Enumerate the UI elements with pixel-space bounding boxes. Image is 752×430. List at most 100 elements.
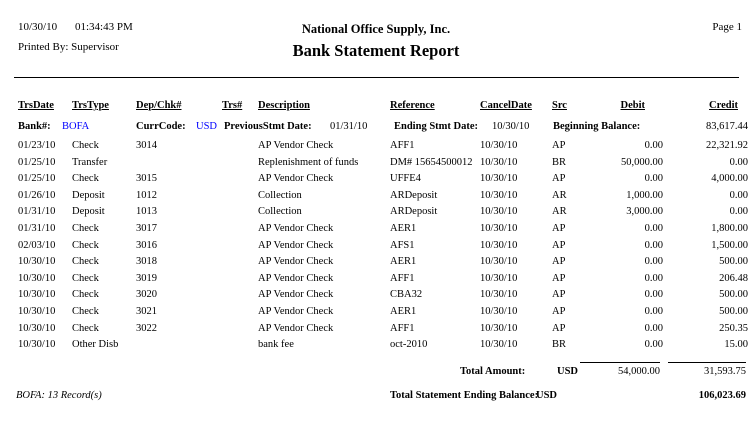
- cell-src: AR: [552, 206, 567, 218]
- cell-cancel: 10/30/10: [480, 289, 518, 301]
- cell-credit: 206.48: [719, 272, 748, 284]
- cell-credit: 0.00: [729, 156, 748, 168]
- cell-src: AP: [552, 140, 566, 151]
- previous-stmt-date-value: 01/31/10: [330, 121, 368, 132]
- table-body: 01/23/10 Check 3014 AP Vendor Check AFF1 10/3…: [0, 139, 752, 355]
- column-header-cancel: CancelDate: [480, 100, 532, 111]
- cell-trs: [222, 189, 258, 206]
- cell-trstype: Check: [72, 173, 99, 185]
- cell-ref: UFFE4: [390, 173, 421, 185]
- cell-trs: [222, 205, 258, 222]
- cell-debit: 0.00: [644, 272, 663, 284]
- cell-cancel: 10/30/10: [480, 305, 518, 317]
- cell-trsdate: 01/25/10: [18, 173, 56, 185]
- page-number: Page 1: [712, 21, 742, 33]
- ending-balance-label: Total Statement Ending Balance:: [390, 390, 539, 401]
- cell-ref: DM# 15654500012: [390, 156, 473, 168]
- cell-depchk: [136, 338, 222, 355]
- cell-cancel: 10/30/10: [480, 206, 518, 218]
- cell-debit: 0.00: [644, 305, 663, 317]
- cell-depchk: 3017: [136, 222, 157, 234]
- cell-credit: 1,800.00: [711, 222, 748, 234]
- beginning-balance-value: 83,617.44: [706, 121, 748, 132]
- table-row: 10/30/10 Check 3021 AP Vendor Check AER1 10/3…: [0, 305, 752, 322]
- column-header-trstype: TrsType: [72, 100, 109, 111]
- cell-depchk: [136, 156, 222, 173]
- column-header-ref: Reference: [390, 100, 435, 111]
- column-header-trsdate: TrsDate: [18, 100, 54, 111]
- cell-trsdate: 10/30/10: [18, 339, 56, 351]
- cell-cancel: 10/30/10: [480, 339, 518, 351]
- cell-credit: 1,500.00: [711, 239, 748, 251]
- cell-cancel: 10/30/10: [480, 222, 518, 234]
- cell-trsdate: 10/30/10: [18, 272, 56, 284]
- total-credit-value: 31,593.75: [704, 366, 746, 377]
- cell-debit: 0.00: [644, 289, 663, 301]
- cell-trsdate: 10/30/10: [18, 305, 56, 317]
- cell-cancel: 10/30/10: [480, 140, 518, 151]
- cell-trsdate: 01/26/10: [18, 189, 56, 201]
- cell-trsdate: 01/25/10: [18, 156, 56, 168]
- cell-depchk: 3021: [136, 305, 157, 317]
- cell-src: AR: [552, 189, 567, 201]
- cell-cancel: 10/30/10: [480, 256, 518, 268]
- cell-ref: AFF1: [390, 140, 415, 151]
- column-header-trs: Trs#: [222, 100, 243, 111]
- cell-src: AP: [552, 272, 566, 284]
- cell-trsdate: 01/31/10: [18, 222, 56, 234]
- cell-src: AP: [552, 322, 566, 334]
- company-name: National Office Supply, Inc.: [301, 22, 451, 36]
- total-amount-row: Total Amount: USD 54,000.00 31,593.75: [0, 365, 752, 379]
- cell-depchk: 3019: [136, 272, 157, 284]
- cell-ref: CBA32: [390, 289, 423, 301]
- cell-trs: [222, 255, 258, 272]
- cell-depchk: 3014: [136, 140, 157, 151]
- cell-desc: AP Vendor Check: [258, 239, 334, 251]
- bank-number-value: BOFA: [62, 121, 90, 132]
- cell-debit: 0.00: [644, 339, 663, 351]
- cell-ref: AFS1: [390, 239, 415, 251]
- cell-cancel: 10/30/10: [480, 239, 518, 251]
- cell-src: AP: [552, 173, 566, 185]
- cell-trs: [222, 322, 258, 339]
- total-debit-value: 54,000.00: [618, 366, 660, 377]
- cell-debit: 0.00: [644, 322, 663, 334]
- cell-desc: AP Vendor Check: [258, 173, 334, 185]
- cell-trstype: Check: [72, 305, 99, 317]
- cell-ref: AFF1: [390, 272, 415, 284]
- cell-debit: 50,000.00: [621, 156, 663, 168]
- cell-depchk: 3022: [136, 322, 157, 334]
- table-row: 10/30/10 Check 3019 AP Vendor Check AFF1 10/3…: [0, 272, 752, 289]
- table-row: 01/25/10 Check 3015 AP Vendor Check UFFE4 10/…: [0, 172, 752, 189]
- column-header-desc: Description: [258, 100, 310, 111]
- printed-by-label: Printed By:: [18, 41, 69, 53]
- table-row: 01/31/10 Check 3017 AP Vendor Check AER1 10/3…: [0, 222, 752, 239]
- cell-trstype: Check: [72, 140, 99, 151]
- cell-desc: bank fee: [258, 339, 294, 351]
- cell-trstype: Check: [72, 256, 99, 268]
- bank-info-row: Bank#: BOFA CurrCode: USD PreviousStmt D…: [0, 120, 752, 134]
- table-row: 10/30/10 Check 3018 AP Vendor Check AER1 10/3…: [0, 255, 752, 272]
- currency-code-label: CurrCode:: [136, 121, 186, 132]
- cell-depchk: 3016: [136, 239, 157, 251]
- cell-src: AP: [552, 256, 566, 268]
- cell-trs: [222, 305, 258, 322]
- cell-trstype: Check: [72, 222, 99, 234]
- cell-credit: 4,000.00: [711, 173, 748, 185]
- ending-balance-currency: USD: [536, 390, 558, 401]
- cell-src: AP: [552, 289, 566, 301]
- cell-desc: AP Vendor Check: [258, 289, 334, 301]
- print-date: 10/30/10: [18, 21, 58, 33]
- column-header-src: Src: [552, 100, 567, 111]
- cell-trstype: Other Disb: [72, 339, 119, 351]
- cell-cancel: 10/30/10: [480, 173, 518, 185]
- ending-stmt-date-label: Ending Stmt Date:: [394, 121, 479, 132]
- cell-desc: AP Vendor Check: [258, 322, 334, 334]
- cell-credit: 500.00: [719, 305, 748, 317]
- cell-ref: AER1: [390, 222, 417, 234]
- cell-src: AP: [552, 305, 566, 317]
- total-amount-label: Total Amount:: [460, 366, 526, 377]
- cell-credit: 250.35: [719, 322, 748, 334]
- printed-by-value: Supervisor: [71, 41, 119, 53]
- debit-total-rule: [580, 362, 660, 363]
